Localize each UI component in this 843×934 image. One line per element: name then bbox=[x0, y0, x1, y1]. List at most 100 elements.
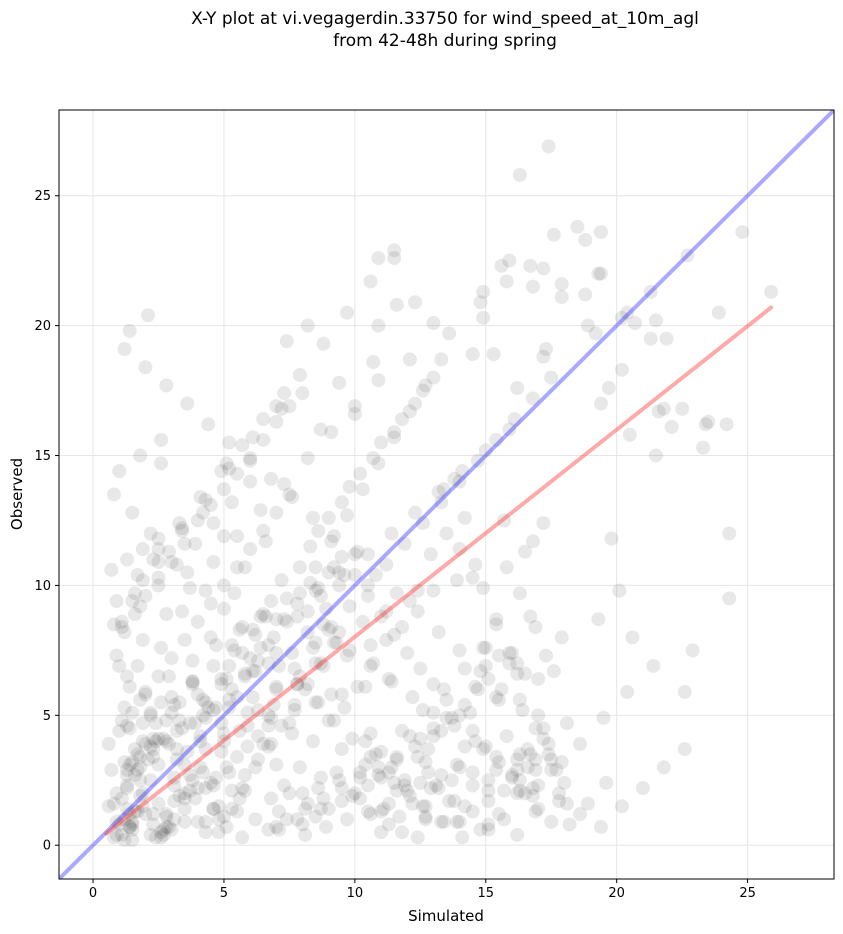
scatter-point-660 bbox=[203, 596, 218, 611]
scatter-point-48 bbox=[719, 417, 734, 432]
scatter-point-222 bbox=[253, 609, 268, 624]
scatter-point-233 bbox=[143, 773, 158, 788]
scatter-point-120 bbox=[384, 760, 399, 775]
scatter-point-198 bbox=[169, 752, 184, 767]
scatter-point-247 bbox=[214, 671, 229, 686]
scatter-point-736 bbox=[177, 791, 192, 806]
scatter-point-268 bbox=[436, 482, 451, 497]
scatter-point-338 bbox=[491, 755, 506, 770]
scatter-point-92 bbox=[502, 656, 517, 671]
scatter-point-560 bbox=[190, 687, 205, 702]
scatter-point-407 bbox=[264, 471, 279, 486]
scatter-point-612 bbox=[387, 775, 402, 790]
scatter-point-629 bbox=[319, 820, 334, 835]
scatter-point-75 bbox=[546, 664, 561, 679]
scatter-point-693 bbox=[125, 594, 140, 609]
scatter-point-235 bbox=[130, 658, 145, 673]
scatter-point-397 bbox=[473, 664, 488, 679]
scatter-point-429 bbox=[379, 557, 394, 572]
scatter-point-377 bbox=[342, 643, 357, 658]
scatter-point-353 bbox=[326, 713, 341, 728]
scatter-point-644 bbox=[287, 703, 302, 718]
scatter-point-81 bbox=[554, 630, 569, 645]
scatter-point-241 bbox=[146, 817, 161, 832]
scatter-point-465 bbox=[135, 632, 150, 647]
scatter-point-609 bbox=[316, 658, 331, 673]
scatter-point-638 bbox=[146, 749, 161, 764]
scatter-point-337 bbox=[478, 739, 493, 754]
scatter-point-642 bbox=[240, 718, 255, 733]
scatter-point-384 bbox=[489, 749, 504, 764]
scatter-point-52 bbox=[366, 355, 381, 370]
scatter-point-506 bbox=[222, 461, 237, 476]
scatter-point-24 bbox=[620, 305, 635, 320]
scatter-point-497 bbox=[421, 742, 436, 757]
scatter-point-323 bbox=[295, 386, 310, 401]
scatter-point-578 bbox=[198, 742, 213, 757]
scatter-point-553 bbox=[371, 760, 386, 775]
scatter-point-576 bbox=[167, 794, 182, 809]
scatter-point-89 bbox=[531, 671, 546, 686]
scatter-point-585 bbox=[308, 560, 323, 575]
scatter-point-654 bbox=[125, 705, 140, 720]
scatter-point-453 bbox=[384, 526, 399, 541]
scatter-point-441 bbox=[599, 775, 614, 790]
scatter-point-495 bbox=[374, 804, 389, 819]
scatter-point-571 bbox=[449, 573, 464, 588]
scatter-point-305 bbox=[148, 716, 163, 731]
scatter-point-532 bbox=[353, 765, 368, 780]
scatter-point-383 bbox=[468, 734, 483, 749]
scatter-point-562 bbox=[237, 666, 252, 681]
scatter-point-692 bbox=[114, 614, 129, 629]
y-tick-label-0: 0 bbox=[43, 839, 51, 854]
scatter-point-572 bbox=[104, 562, 119, 577]
scatter-point-546 bbox=[243, 474, 258, 489]
scatter-point-545 bbox=[224, 495, 239, 510]
scatter-point-503 bbox=[151, 555, 166, 570]
scatter-point-684 bbox=[235, 781, 250, 796]
scatter-point-310 bbox=[127, 607, 142, 622]
scatter-point-318 bbox=[230, 466, 245, 481]
scatter-point-93 bbox=[523, 747, 538, 762]
scatter-point-646 bbox=[334, 687, 349, 702]
x-tick-label-3: 15 bbox=[478, 886, 495, 901]
scatter-point-361 bbox=[180, 565, 195, 580]
scatter-point-363 bbox=[143, 526, 158, 541]
scatter-point-455 bbox=[431, 484, 446, 499]
scatter-point-667 bbox=[295, 817, 310, 832]
scatter-point-424 bbox=[287, 661, 302, 676]
scatter-point-287 bbox=[410, 583, 425, 598]
scatter-point-610 bbox=[340, 648, 355, 663]
scatter-point-439 bbox=[562, 817, 577, 832]
scatter-point-144 bbox=[363, 807, 378, 822]
scatter-point-294 bbox=[305, 734, 320, 749]
scatter-point-477 bbox=[418, 809, 433, 824]
scatter-point-321 bbox=[269, 414, 284, 429]
scatter-point-274 bbox=[497, 513, 512, 528]
scatter-point-129 bbox=[418, 755, 433, 770]
scatter-point-3 bbox=[570, 219, 585, 234]
scatter-point-166 bbox=[154, 830, 169, 845]
chart-title: X-Y plot at vi.vegagerdin.33750 for wind… bbox=[0, 8, 843, 52]
scatter-point-630 bbox=[340, 812, 355, 827]
scatter-point-623 bbox=[193, 490, 208, 505]
scatter-point-483 bbox=[559, 716, 574, 731]
scatter-point-385 bbox=[510, 762, 525, 777]
scatter-point-624 bbox=[214, 464, 229, 479]
scatter-point-156 bbox=[300, 796, 315, 811]
scatter-point-78 bbox=[489, 617, 504, 632]
scatter-point-633 bbox=[402, 788, 417, 803]
scatter-point-194 bbox=[133, 788, 148, 803]
scatter-point-218 bbox=[316, 617, 331, 632]
scatter-point-112 bbox=[452, 814, 467, 829]
scatter-point-308 bbox=[109, 648, 124, 663]
scatter-point-60 bbox=[656, 401, 671, 416]
scatter-point-282 bbox=[481, 822, 496, 837]
scatter-point-542 bbox=[169, 557, 184, 572]
scatter-point-362 bbox=[161, 544, 176, 559]
scatter-point-564 bbox=[285, 645, 300, 660]
scatter-point-279 bbox=[528, 721, 543, 736]
scatter-point-188 bbox=[122, 820, 137, 835]
scatter-point-360 bbox=[198, 583, 213, 598]
